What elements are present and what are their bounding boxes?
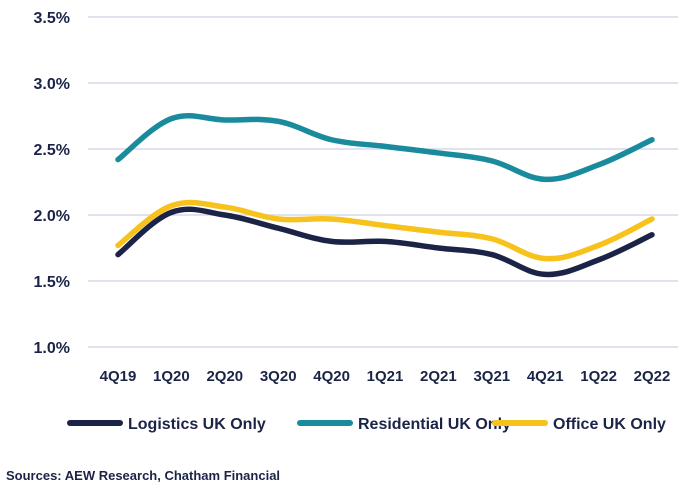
x-tick-label: 4Q19 — [100, 368, 137, 385]
x-tick-label: 4Q20 — [313, 368, 350, 385]
x-tick-label: 1Q22 — [580, 368, 617, 385]
y-tick-label: 1.0% — [34, 340, 70, 357]
x-tick-label: 1Q21 — [367, 368, 404, 385]
source-note: Sources: AEW Research, Chatham Financial — [6, 468, 280, 483]
series-line-residential-uk-only — [115, 113, 655, 183]
y-tick-label: 2.0% — [34, 208, 70, 225]
y-tick-label: 3.0% — [34, 76, 70, 93]
legend-label: Logistics UK Only — [128, 416, 266, 433]
x-tick-label: 1Q20 — [153, 368, 190, 385]
x-tick-label: 3Q20 — [260, 368, 297, 385]
x-axis-ticks: 4Q19 1Q20 2Q20 3Q20 4Q20 1Q21 2Q21 3Q21 4Q21 1Q22… — [100, 368, 671, 385]
y-tick-label: 2.5% — [34, 142, 70, 159]
x-tick-label: 2Q21 — [420, 368, 457, 385]
y-tick-label: 1.5% — [34, 274, 70, 291]
legend: Logistics UK Only Residential UK Only Offi… — [67, 416, 666, 433]
series-lines — [115, 113, 655, 278]
x-tick-label: 4Q21 — [527, 368, 564, 385]
series-line-office-uk-only — [115, 199, 655, 262]
y-tick-label: 3.5% — [34, 10, 70, 27]
x-tick-label: 2Q22 — [634, 368, 671, 385]
series-line-logistics-uk-only — [115, 206, 655, 278]
gridlines — [88, 16, 678, 348]
x-tick-label: 2Q20 — [206, 368, 243, 385]
x-tick-label: 3Q21 — [473, 368, 510, 385]
legend-label: Office UK Only — [553, 416, 666, 433]
legend-label: Residential UK Only — [358, 416, 511, 433]
y-axis-ticks: 1.0% 1.5% 2.0% 2.5% 3.0% 3.5% — [34, 10, 70, 357]
